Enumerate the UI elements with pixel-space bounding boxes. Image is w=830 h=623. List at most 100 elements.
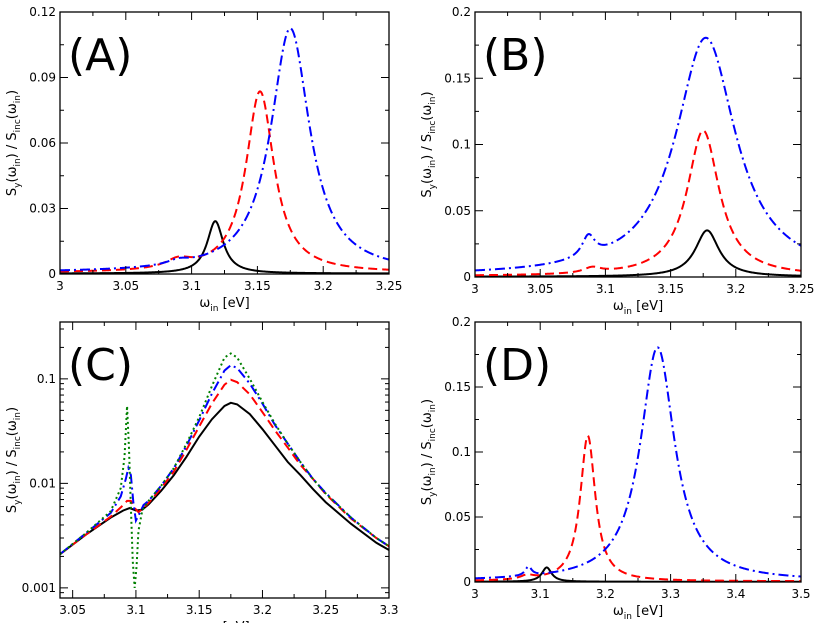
series-black-solid <box>475 229 801 277</box>
y-axis-label-sub: in <box>428 160 438 168</box>
series-red-dashed <box>60 90 389 273</box>
y-tick-label: 0.06 <box>29 136 56 150</box>
y-axis-label-part: ) / S <box>420 134 435 160</box>
x-tick-label: 3.15 <box>657 282 684 296</box>
x-axis-label-main: ω <box>199 620 210 623</box>
y-tick-label: 0.03 <box>29 202 56 216</box>
y-tick-label: 0.12 <box>29 5 56 19</box>
y-axis-label-part: (ω <box>420 412 435 428</box>
y-axis-label: Sy(ωin) / Sinc(ωin) <box>5 90 23 196</box>
x-axis-label: ωin [eV] <box>613 299 663 317</box>
x-axis-label: ωin [eV] <box>613 604 663 622</box>
x-tick-label: 3 <box>471 282 479 296</box>
x-axis-label: ωin [eV] <box>199 620 249 623</box>
x-tick-label: 3.1 <box>126 603 145 617</box>
y-axis-label-sub: y <box>13 499 23 505</box>
x-axis-label-unit: [eV] <box>218 620 249 623</box>
y-axis-label: Sy(ωin) / Sinc(ωin) <box>420 399 438 505</box>
y-axis-label-part: (ω <box>420 105 435 121</box>
y-axis-label-part: ) <box>5 90 20 95</box>
y-axis-label-sub: y <box>13 182 23 188</box>
y-tick-label: 0.05 <box>444 510 471 524</box>
y-axis-label-part: ) <box>420 91 435 96</box>
y-axis-label: Sy(ωin) / Sinc(ωin) <box>420 91 438 197</box>
x-tick-label: 3.1 <box>182 279 201 293</box>
x-tick-label: 3.2 <box>596 587 615 601</box>
y-tick-label: 0.1 <box>37 372 56 386</box>
y-axis-label-part: (ω <box>420 476 435 492</box>
x-tick-label: 3.3 <box>379 603 398 617</box>
series-blue-dashdot <box>60 364 389 555</box>
y-tick-label: 0.05 <box>444 204 471 218</box>
x-tick-label: 3.5 <box>791 587 810 601</box>
x-tick-label: 3.4 <box>726 587 745 601</box>
x-axis-label-sub: in <box>624 612 632 622</box>
y-axis-label-part: S <box>420 497 435 505</box>
y-axis-label-sub: inc <box>428 428 438 441</box>
series-red-dashed <box>475 434 801 582</box>
x-tick-label: 3.2 <box>253 603 272 617</box>
x-axis-label-unit: [eV] <box>632 299 663 314</box>
y-axis-label-part: (ω <box>420 168 435 184</box>
x-axis-label-unit: [eV] <box>218 296 249 311</box>
y-axis-label-part: (ω <box>5 167 20 183</box>
x-tick-label: 3 <box>471 587 479 601</box>
y-axis-label-sub: inc <box>428 121 438 134</box>
y-axis-label-sub: y <box>428 183 438 189</box>
series-blue-dashdot <box>475 36 801 272</box>
y-axis-label-part: ) <box>5 407 20 412</box>
x-axis-label-main: ω <box>613 299 624 314</box>
x-axis-label-sub: in <box>624 307 632 317</box>
y-tick-label: 0.2 <box>452 315 471 329</box>
x-tick-label: 3.25 <box>312 603 339 617</box>
x-axis-label-main: ω <box>199 296 210 311</box>
plot-frame <box>59 321 390 599</box>
series-red-dashed <box>475 129 801 277</box>
y-axis-label-sub: inc <box>13 119 23 132</box>
panel-label-c: (C) <box>68 340 133 391</box>
panel-label-d: (D) <box>483 340 551 391</box>
y-tick-label: 0.1 <box>452 445 471 459</box>
x-tick-label: 3.15 <box>186 603 213 617</box>
y-tick-label: 0.1 <box>452 138 471 152</box>
x-tick-label: 3.25 <box>376 279 403 293</box>
x-tick-label: 3.15 <box>244 279 271 293</box>
series-blue-dashdot <box>475 346 801 580</box>
x-tick-label: 3.1 <box>596 282 615 296</box>
x-tick-label: 3.2 <box>726 282 745 296</box>
y-tick-label: 0.09 <box>29 71 56 85</box>
y-axis-label-part: S <box>5 188 20 196</box>
x-axis-label-main: ω <box>613 604 624 619</box>
x-tick-label: 3.05 <box>112 279 139 293</box>
x-tick-label: 3.05 <box>527 282 554 296</box>
y-tick-label: 0.2 <box>452 5 471 19</box>
y-axis-label-part: S <box>420 189 435 197</box>
series-green-dotted <box>60 352 389 588</box>
y-axis-label-sub: in <box>428 404 438 412</box>
y-axis-label-sub: in <box>428 467 438 475</box>
x-tick-label: 3.1 <box>531 587 550 601</box>
y-axis-label: Sy(ωin) / Sinc(ωin) <box>5 407 23 513</box>
y-axis-label-sub: inc <box>13 436 23 449</box>
x-axis-label: ωin [eV] <box>199 296 249 314</box>
series-black-solid <box>60 220 389 274</box>
y-axis-label-part: ) <box>420 399 435 404</box>
x-axis-label-unit: [eV] <box>632 604 663 619</box>
x-tick-label: 3.05 <box>59 603 86 617</box>
y-tick-label: 0.15 <box>444 380 471 394</box>
y-tick-label: 0.001 <box>22 581 56 595</box>
y-tick-label: 0.15 <box>444 71 471 85</box>
panel-label-b: (B) <box>483 30 548 81</box>
panel-a: 3 3.05 3.1 3.15 3.2 3.25 0 0.03 0.06 0.09 0.12 ωin … <box>5 5 402 314</box>
x-axis-label-sub: in <box>210 304 218 314</box>
x-tick-label: 3.25 <box>788 282 815 296</box>
series-blue-dashdot <box>60 27 389 272</box>
panel-label-a: (A) <box>68 30 132 81</box>
series-black-solid <box>60 401 389 555</box>
y-axis-label-sub: in <box>13 158 23 166</box>
y-axis-label-sub: in <box>13 475 23 483</box>
y-axis-label-part: (ω <box>5 484 20 500</box>
